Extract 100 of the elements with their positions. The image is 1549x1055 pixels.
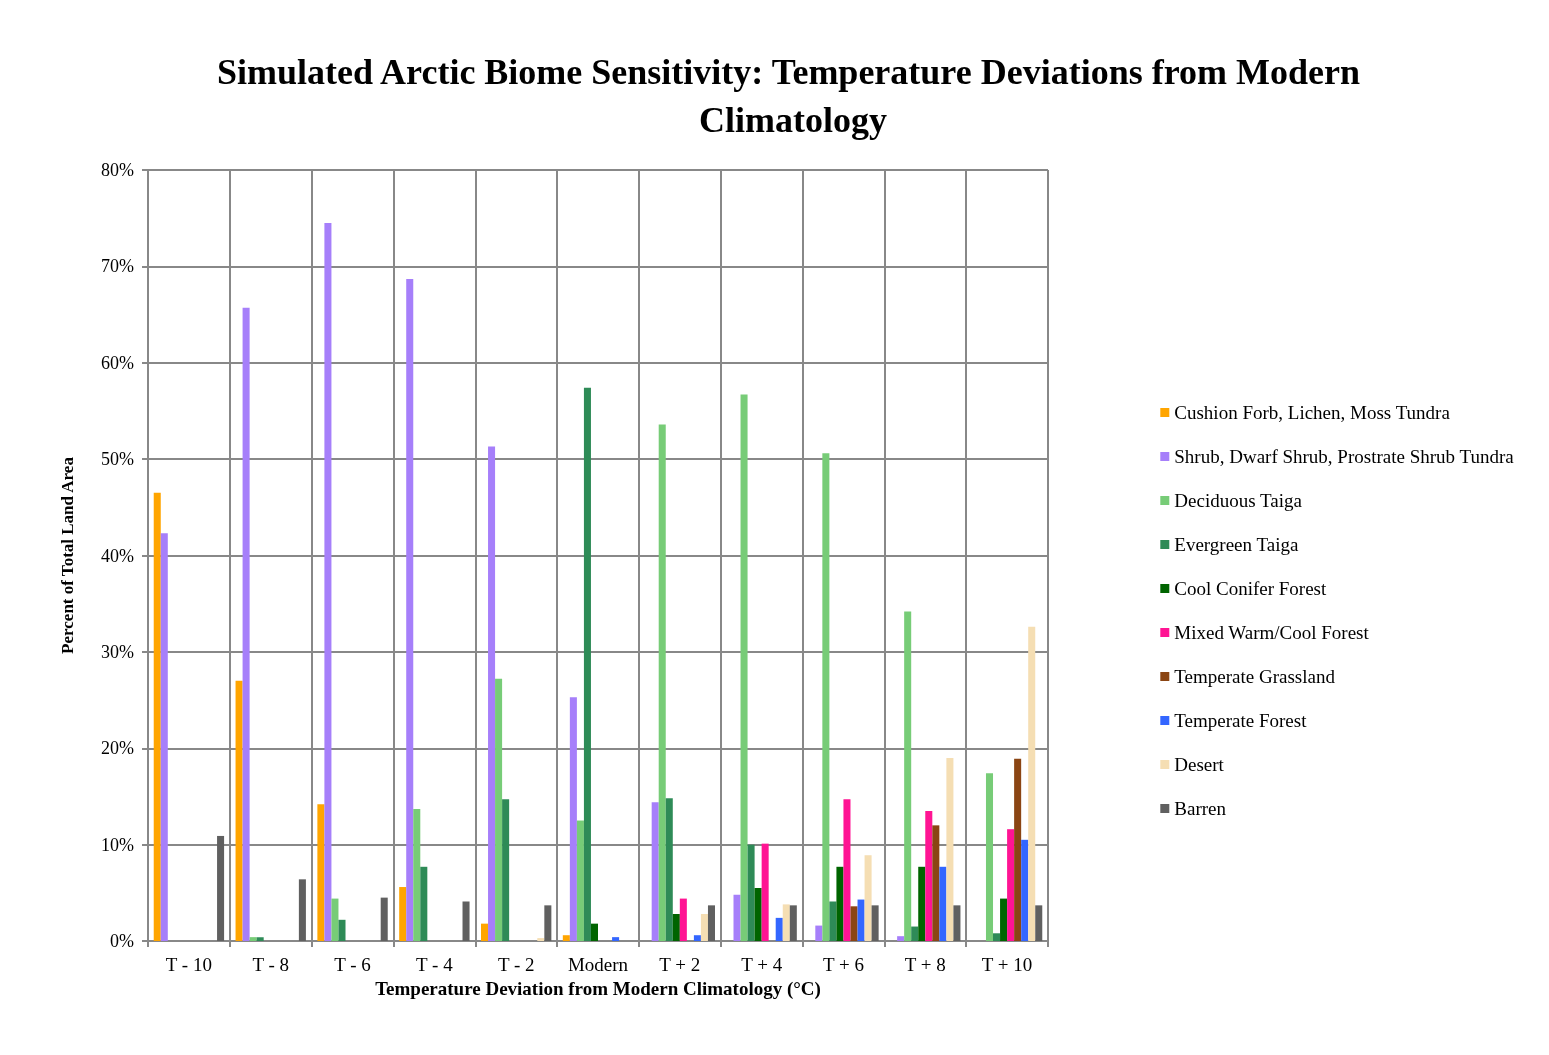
y-tick-label: 50%: [101, 449, 134, 470]
bar: [502, 799, 510, 941]
bar: [850, 906, 858, 941]
bar: [583, 387, 591, 941]
legend-label: Mixed Warm/Cool Forest: [1174, 622, 1370, 643]
bar: [562, 935, 570, 941]
bar: [1000, 898, 1008, 941]
bar: [537, 938, 545, 941]
bar: [665, 798, 673, 941]
x-axis-title: Temperature Deviation from Modern Climatology (°C): [375, 977, 821, 1000]
x-tick-label: T - 4: [416, 954, 454, 975]
bar: [235, 680, 243, 941]
x-tick-label: T - 10: [165, 954, 212, 975]
legend-label: Temperate Grassland: [1174, 666, 1336, 687]
bar: [707, 905, 715, 941]
bar: [298, 879, 306, 941]
y-tick-label: 30%: [101, 641, 134, 662]
bar: [399, 887, 407, 941]
bar: [672, 914, 680, 941]
bar: [693, 935, 701, 941]
legend-label: Shrub, Dwarf Shrub, Prostrate Shrub Tundra: [1174, 446, 1515, 467]
bar: [747, 844, 755, 941]
bar: [462, 901, 470, 941]
bar: [569, 697, 577, 941]
bar: [488, 446, 496, 941]
x-tick-label: T - 8: [252, 954, 290, 975]
x-tick-label: T - 2: [497, 954, 535, 975]
y-tick-label: 40%: [101, 545, 134, 566]
x-tick-label: T + 6: [822, 954, 864, 975]
bar: [576, 820, 584, 941]
x-tick-label: Modern: [567, 954, 629, 975]
bar: [939, 866, 947, 941]
bar: [651, 802, 659, 941]
y-axis-title: Percent of Total Land Area: [58, 456, 77, 654]
bar: [420, 866, 428, 941]
bar: [249, 937, 257, 941]
x-tick-label: T + 8: [904, 954, 946, 975]
bar: [160, 533, 168, 941]
bar: [985, 773, 994, 941]
bar: [836, 866, 844, 941]
bar: [700, 914, 708, 941]
legend-label: Barren: [1174, 798, 1227, 819]
bar: [380, 897, 388, 941]
legend-label: Cool Conifer Forest: [1174, 578, 1328, 599]
bar: [1028, 626, 1036, 941]
y-tick-label: 0%: [110, 931, 134, 951]
bar: [789, 905, 797, 941]
y-tick-label: 20%: [101, 738, 134, 759]
bar: [733, 894, 741, 941]
bar: [925, 810, 933, 941]
bar: [1007, 829, 1015, 941]
bar: [953, 905, 961, 941]
bar: [153, 492, 161, 941]
x-tick-label: T + 10: [981, 954, 1033, 975]
bar: [544, 905, 552, 941]
y-tick-label: 10%: [101, 834, 134, 855]
bar: [590, 923, 598, 941]
legend-label: Temperate Forest: [1174, 710, 1308, 731]
legend-label: Desert: [1174, 754, 1225, 775]
bar: [822, 453, 830, 941]
bar: [242, 307, 250, 941]
bar: [413, 808, 421, 941]
x-tick-label: T + 4: [741, 954, 783, 975]
bar: [1021, 839, 1029, 941]
bar: [829, 901, 837, 941]
y-tick-label: 70%: [101, 256, 134, 277]
bar: [740, 394, 748, 941]
bar: [317, 804, 325, 941]
legend-label: Deciduous Taiga: [1174, 490, 1303, 511]
bar: [754, 887, 762, 941]
bar: [256, 937, 264, 941]
bar: [946, 757, 954, 941]
bar: [1035, 905, 1043, 941]
bar: [338, 919, 346, 941]
bar: [217, 835, 225, 941]
bar: [911, 926, 919, 941]
bar: [1014, 758, 1022, 941]
bar: [864, 855, 872, 941]
bar: [857, 899, 865, 941]
bar: [481, 923, 489, 941]
bar: [658, 424, 666, 941]
bar: [324, 223, 332, 941]
bar: [679, 898, 687, 941]
x-tick-label: T + 2: [659, 954, 701, 975]
legend-label: Evergreen Taiga: [1174, 534, 1299, 555]
bar: [918, 866, 926, 941]
bar: [775, 917, 783, 941]
bar: [612, 937, 620, 941]
bar: [843, 799, 851, 941]
x-tick-label: T - 6: [334, 954, 371, 975]
bar: [932, 825, 940, 941]
y-tick-label: 60%: [101, 352, 134, 373]
bar: [993, 933, 1001, 941]
bar: [495, 678, 503, 941]
y-tick-label: 80%: [101, 160, 134, 180]
legend-label: Cushion Forb, Lichen, Moss Tundra: [1174, 402, 1451, 423]
bar: [782, 904, 790, 941]
bar: [406, 278, 414, 941]
bar: [904, 611, 912, 941]
bar: [331, 898, 339, 941]
